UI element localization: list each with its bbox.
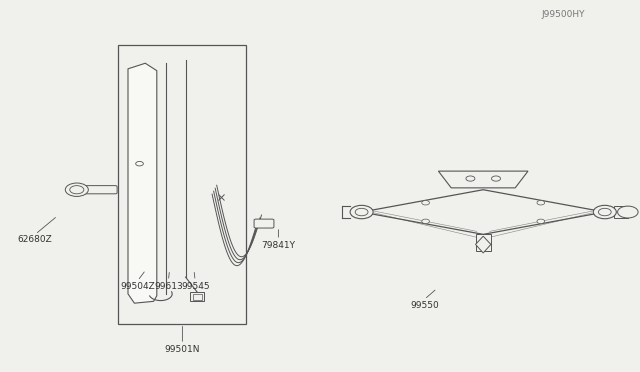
Bar [118, 45, 246, 324]
Text: 99504Z: 99504Z [120, 282, 155, 291]
Text: J99500HY: J99500HY [541, 10, 585, 19]
Circle shape [70, 186, 84, 194]
Text: 62680Z: 62680Z [18, 235, 52, 244]
Text: 99613: 99613 [154, 282, 182, 291]
Circle shape [537, 219, 545, 224]
Circle shape [355, 208, 368, 216]
Circle shape [422, 219, 429, 224]
FancyBboxPatch shape [72, 186, 117, 194]
Circle shape [593, 205, 616, 219]
Polygon shape [438, 171, 528, 188]
Bar [193, 294, 202, 300]
Bar [476, 234, 491, 251]
Circle shape [65, 183, 88, 196]
Circle shape [492, 176, 500, 181]
Circle shape [598, 208, 611, 216]
Circle shape [618, 206, 638, 218]
Circle shape [537, 201, 545, 205]
Bar [614, 206, 628, 218]
Text: 99501N: 99501N [164, 345, 200, 354]
Polygon shape [128, 63, 157, 303]
Circle shape [466, 176, 475, 181]
Text: 99545: 99545 [181, 282, 209, 291]
Text: 79841Y: 79841Y [261, 241, 296, 250]
FancyBboxPatch shape [254, 219, 274, 228]
Bar [190, 292, 204, 301]
Text: 99550: 99550 [410, 301, 438, 310]
Circle shape [422, 201, 429, 205]
Polygon shape [476, 236, 491, 253]
Circle shape [350, 205, 373, 219]
